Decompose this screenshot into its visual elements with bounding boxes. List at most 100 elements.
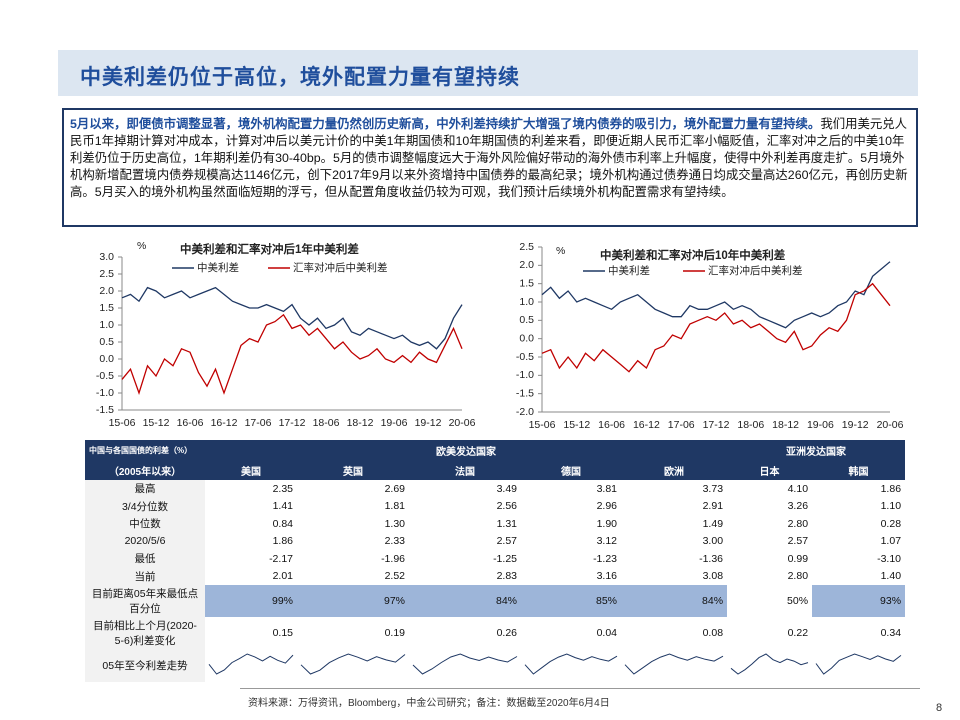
table-row: 最高 2.35 2.69 3.49 3.81 3.73 4.10 1.86 <box>85 480 905 498</box>
sparkline <box>412 653 518 675</box>
x-tick-label: 18-12 <box>772 419 799 431</box>
cell: 3.08 <box>702 570 724 583</box>
cell: 4.10 <box>787 482 809 495</box>
y-tick-label: 2.0 <box>519 259 534 271</box>
x-tick-label: 19-06 <box>381 417 408 429</box>
cell: 0.22 <box>787 627 809 639</box>
cell: 1.40 <box>880 570 902 583</box>
sparkline-path <box>300 653 406 675</box>
cell: 1.49 <box>702 517 724 530</box>
y-tick-label: 2.0 <box>99 285 114 297</box>
cell: 84% <box>621 585 728 617</box>
cell: 0.04 <box>596 627 617 639</box>
sparkline-cell <box>409 649 521 682</box>
cell: 2.52 <box>384 570 405 583</box>
cell: 3.12 <box>596 535 617 548</box>
sparkline-cell <box>621 649 727 682</box>
column-header: 欧洲 <box>621 460 728 480</box>
sparkline <box>815 653 902 675</box>
cell: 2.80 <box>787 517 809 530</box>
row-label: 05年至今利差走势 <box>85 649 205 682</box>
cell: 93% <box>812 585 906 617</box>
sparkline <box>300 653 406 675</box>
row-label: 3/4分位数 <box>85 497 205 515</box>
cell: 1.86 <box>272 535 293 548</box>
x-tick-label: 20-06 <box>877 419 904 431</box>
summary-lead: 5月以来，即便债市调整显著，境外机构配置力量仍然创历史新高，中外利差持续扩大增强… <box>70 117 821 131</box>
sparkline-path <box>524 653 618 675</box>
legend-label: 中美利差 <box>197 261 239 274</box>
x-tick-label: 17-12 <box>279 417 306 429</box>
cell: 2.01 <box>272 570 293 583</box>
cell: 1.30 <box>384 517 405 530</box>
cell: 1.31 <box>496 517 517 530</box>
table-period: （2005年以来） <box>85 460 205 480</box>
cell: 3.00 <box>702 535 724 548</box>
sparkline-cell <box>521 649 621 682</box>
x-tick-label: 17-06 <box>668 419 695 431</box>
sparkline-path <box>730 653 809 675</box>
table-title: 中国与各国国债的利差（%） <box>85 440 205 460</box>
sparkline-cell <box>205 649 297 682</box>
legend-label: 中美利差 <box>608 264 650 277</box>
cell: 0.08 <box>702 627 724 639</box>
sparkline-path <box>208 653 294 675</box>
table-row: 3/4分位数 1.41 1.81 2.56 2.96 2.91 3.26 1.10 <box>85 497 905 515</box>
column-header: 美国 <box>205 460 297 480</box>
x-tick-label: 15-06 <box>529 419 556 431</box>
y-unit: % <box>556 245 565 257</box>
trend-row: 05年至今利差走势 <box>85 649 905 682</box>
y-tick-label: -1.5 <box>516 387 534 399</box>
legend-label: 汇率对冲后中美利差 <box>708 264 803 277</box>
x-tick-label: 20-06 <box>449 417 476 429</box>
y-tick-label: 1.5 <box>519 277 534 289</box>
cell: 0.28 <box>880 517 902 530</box>
table-row: 当前 2.01 2.52 2.83 3.16 3.08 2.80 1.40 <box>85 567 905 585</box>
sparkline <box>624 653 724 675</box>
cell: -1.23 <box>593 552 617 565</box>
cell: 2.91 <box>702 500 724 513</box>
x-tick-label: 16-06 <box>177 417 204 429</box>
series-line <box>121 313 463 396</box>
cell: 0.19 <box>384 627 405 639</box>
sparkline <box>730 653 809 675</box>
sparkline-cell <box>727 649 812 682</box>
cell: 2.57 <box>496 535 517 548</box>
cell: 3.81 <box>596 482 617 495</box>
x-tick-label: 16-12 <box>211 417 238 429</box>
series-line <box>541 282 891 373</box>
title-bar <box>58 50 918 96</box>
cell: 84% <box>409 585 521 617</box>
table-row: 中位数 0.84 1.30 1.31 1.90 1.49 2.80 0.28 <box>85 515 905 533</box>
x-tick-label: 16-12 <box>633 419 660 431</box>
sparkline-path <box>624 653 724 675</box>
x-tick-label: 17-12 <box>703 419 730 431</box>
series-line <box>541 261 891 329</box>
cell: 85% <box>521 585 621 617</box>
y-tick-label: 1.0 <box>519 296 534 308</box>
sparkline <box>208 653 294 675</box>
cell: -3.10 <box>877 552 902 565</box>
sparkline-path <box>815 653 902 675</box>
legend-label: 汇率对冲后中美利差 <box>293 261 388 274</box>
y-tick-label: -0.5 <box>96 370 114 382</box>
column-header: 韩国 <box>812 460 906 480</box>
y-tick-label: 0.0 <box>519 332 534 344</box>
x-tick-label: 19-06 <box>807 419 834 431</box>
summary-box: 5月以来，即便债市调整显著，境外机构配置力量仍然创历史新高，中外利差持续扩大增强… <box>62 108 918 227</box>
cell: -1.25 <box>493 552 517 565</box>
y-tick-label: 0.0 <box>99 353 114 365</box>
footer-source: 资料来源：万得资讯，Bloomberg，中金公司研究；备注：数据截至2020年6… <box>248 698 610 709</box>
y-tick-label: -1.5 <box>96 404 114 416</box>
group-header: 欧美发达国家 <box>205 440 728 460</box>
row-label: 最高 <box>85 480 205 498</box>
cell: 99% <box>205 585 297 617</box>
spread-table: 中国与各国国债的利差（%） 欧美发达国家 亚洲发达国家 （2005年以来） 美国 英国 法国… <box>85 440 906 682</box>
cell: 1.81 <box>384 500 405 513</box>
y-tick-label: 2.5 <box>519 241 534 253</box>
chart-title: 中美利差和汇率对冲后10年中美利差 <box>600 248 786 262</box>
table-row: 2020/5/6 1.86 2.33 2.57 3.12 3.00 2.57 1.07 <box>85 532 905 550</box>
header-row: 中国与各国国债的利差（%） 欧美发达国家 亚洲发达国家 <box>85 440 906 460</box>
cell: 2.35 <box>272 482 293 495</box>
